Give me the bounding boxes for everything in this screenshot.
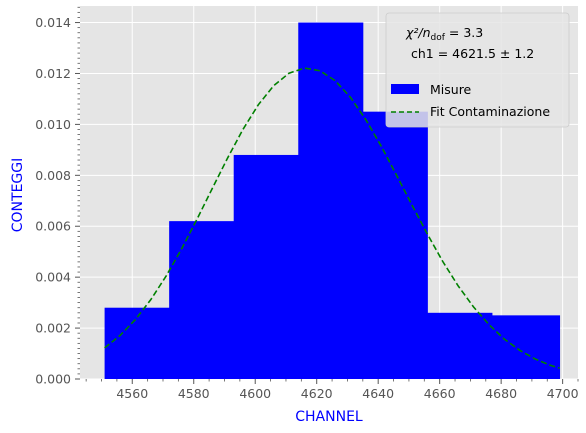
legend: χ²/ndof = 3.3 ch1 = 4621.5 ± 1.2 Misure …: [386, 13, 569, 127]
histogram-bar-6: [492, 315, 560, 379]
x-tick-label-0: 4560: [116, 386, 148, 401]
x-tick-label-2: 4600: [239, 386, 271, 401]
histogram-bar-4: [363, 112, 428, 379]
x-tick-label-4: 4640: [362, 386, 394, 401]
legend-param-annotation: ch1 = 4621.5 ± 1.2: [411, 46, 534, 61]
x-tick-label-7: 4700: [547, 386, 579, 401]
legend-swatch-misure: [391, 84, 419, 94]
histogram-bar-2: [234, 155, 299, 379]
legend-label-fit: Fit Contaminazione: [430, 104, 550, 119]
y-tick-labels: 0.000 0.002 0.004 0.006 0.008 0.010 0.012 0.014: [35, 15, 71, 386]
y-tick-label-3: 0.006: [35, 219, 71, 234]
chi-subscript: dof: [431, 33, 446, 43]
x-tick-label-5: 4660: [424, 386, 456, 401]
legend-label-misure: Misure: [430, 82, 472, 97]
x-tick-label-3: 4620: [301, 386, 333, 401]
y-tick-label-1: 0.002: [35, 321, 71, 336]
y-tick-label-4: 0.008: [35, 168, 71, 183]
chi-value: = 3.3: [445, 25, 483, 40]
x-tick-labels: 4560 4580 4600 4620 4640 4660 4680 4700: [116, 386, 578, 401]
x-tick-label-6: 4680: [485, 386, 517, 401]
histogram-bar-1: [169, 221, 234, 379]
y-tick-label-2: 0.004: [35, 270, 71, 285]
y-tick-label-5: 0.010: [35, 117, 71, 132]
y-tick-label-0: 0.000: [35, 372, 71, 387]
histogram-bar-0: [105, 308, 170, 379]
histogram-bar-5: [427, 313, 492, 379]
y-axis-title: CONTEGGI: [10, 158, 26, 233]
x-axis-title: CHANNEL: [295, 409, 363, 425]
chi-symbol: χ²/n: [405, 25, 431, 40]
x-tick-label-1: 4580: [178, 386, 210, 401]
histogram-bar-3: [298, 23, 363, 379]
y-tick-label-7: 0.014: [35, 15, 71, 30]
y-tick-label-6: 0.012: [35, 66, 71, 81]
